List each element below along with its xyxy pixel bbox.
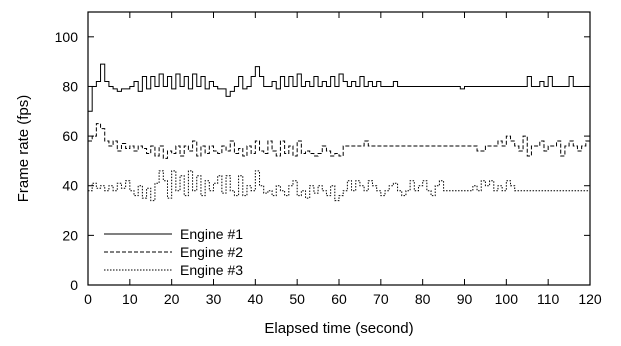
- plot-lines: [88, 63, 591, 202]
- x-tick-label: 70: [373, 291, 389, 307]
- x-tick-label: 10: [122, 291, 138, 307]
- legend: Engine #1 Engine #2 Engine #3: [104, 226, 243, 278]
- x-tick-label: 100: [495, 291, 519, 307]
- legend-label-engine-2: Engine #2: [180, 244, 243, 260]
- y-tick-label: 100: [55, 29, 79, 45]
- y-tick-label: 0: [70, 277, 78, 293]
- y-axis-label: Frame rate (fps): [15, 95, 32, 203]
- y-axis: 0 20 40 60 80 100: [55, 29, 590, 293]
- y-tick-label: 60: [62, 128, 78, 144]
- legend-label-engine-3: Engine #3: [180, 262, 243, 278]
- y-tick-label: 40: [62, 178, 78, 194]
- series-line-engine-2: [88, 123, 591, 159]
- x-tick-label: 110: [537, 291, 560, 307]
- x-tick-label: 30: [206, 291, 222, 307]
- x-tick-label: 60: [331, 291, 347, 307]
- x-tick-label: 40: [248, 291, 264, 307]
- x-tick-label: 120: [578, 291, 602, 307]
- x-tick-label: 90: [457, 291, 473, 307]
- x-axis: 0 10 20 30 40 50 60 70 80 90 100 110 120: [84, 12, 602, 307]
- y-tick-label: 80: [62, 78, 78, 94]
- x-tick-label: 80: [415, 291, 431, 307]
- x-tick-label: 50: [289, 291, 305, 307]
- x-axis-label: Elapsed time (second): [264, 320, 413, 337]
- plot-frame: [87, 11, 591, 286]
- x-tick-label: 0: [84, 291, 92, 307]
- y-tick-label: 20: [62, 227, 78, 243]
- series-line-engine-3: [88, 170, 590, 202]
- series-line-engine-1: [88, 63, 590, 112]
- legend-label-engine-1: Engine #1: [180, 226, 243, 242]
- x-tick-label: 20: [164, 291, 180, 307]
